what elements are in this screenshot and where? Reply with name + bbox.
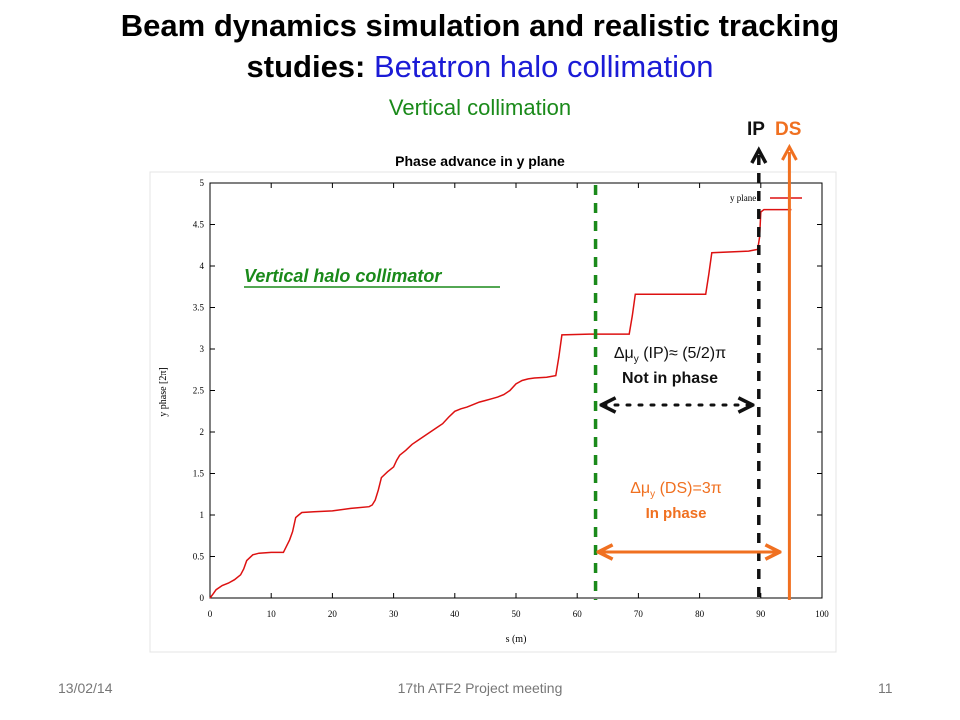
y-tick-label: 5 [200, 178, 205, 188]
collimator-label: Vertical halo collimator [244, 266, 442, 286]
x-axis-label: s (m) [506, 634, 527, 645]
delta-ip-text: Δμy (IP)≈ (5/2)π [614, 345, 726, 365]
axis-ticks: 0 10 20 30 40 50 60 70 80 90 100 0 0.5 1 1.5 2 2.5 3 3.5 4 4… [193, 178, 830, 619]
chart-title: Phase advance in y plane [395, 153, 565, 169]
x-tick-label: 10 [267, 609, 277, 619]
legend-label: y plane [730, 193, 756, 203]
y-tick-label: 1.5 [193, 469, 205, 479]
x-tick-label: 90 [756, 609, 766, 619]
x-tick-label: 30 [389, 609, 399, 619]
y-tick-label: 3.5 [193, 303, 205, 313]
in-phase-text: In phase [646, 505, 707, 522]
slide-title-line1: Beam dynamics simulation and realistic t… [120, 8, 840, 43]
ip-arrowhead [750, 146, 768, 164]
footer-page-number: 11 [878, 680, 893, 696]
x-tick-label: 0 [208, 609, 213, 619]
x-tick-label: 60 [573, 609, 583, 619]
y-tick-label: 0 [200, 593, 205, 603]
y-tick-label: 3 [200, 344, 205, 354]
plot-axes [209, 182, 823, 599]
x-tick-label: 80 [695, 609, 705, 619]
y-axis-label: y phase [2π] [158, 367, 169, 416]
y-tick-label: 0.5 [193, 552, 205, 562]
y-plane-phase-curve [209, 208, 792, 599]
y-tick-label: 4.5 [193, 220, 205, 230]
slide-title-line2: studies: Betatron halo collimation [0, 49, 960, 85]
ds-label: DS [775, 119, 801, 140]
ds-arrowhead [781, 143, 798, 161]
x-tick-label: 70 [634, 609, 644, 619]
title-line2-blue: Betatron halo collimation [374, 49, 714, 84]
footer-event: 17th ATF2 Project meeting [397, 680, 563, 696]
x-tick-label: 50 [512, 609, 522, 619]
figure-frame [149, 171, 837, 653]
x-tick-label: 20 [328, 609, 338, 619]
x-tick-label: 40 [450, 609, 460, 619]
y-tick-label: 2.5 [193, 386, 205, 396]
slide-subtitle: Vertical collimation [388, 95, 572, 120]
ip-label: IP [747, 119, 765, 140]
y-tick-label: 1 [200, 510, 205, 520]
delta-ds-text: Δμy (DS)=3π [630, 480, 722, 500]
footer-date: 13/02/14 [58, 680, 113, 696]
plot-frame [209, 182, 823, 599]
y-tick-label: 2 [200, 427, 205, 437]
not-in-phase-text: Not in phase [622, 370, 718, 387]
y-tick-label: 4 [200, 261, 205, 271]
x-tick-label: 100 [815, 609, 829, 619]
title-line2-black: studies: [246, 49, 366, 84]
